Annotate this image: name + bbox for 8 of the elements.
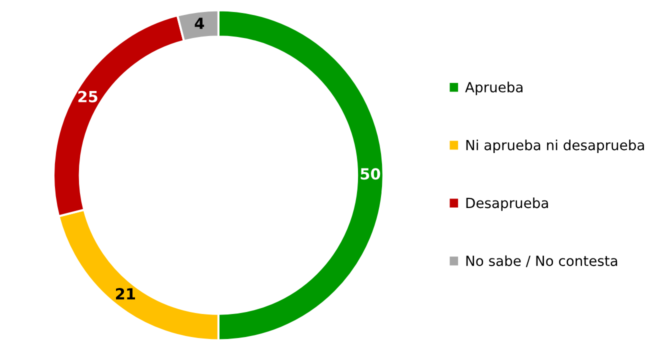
data-label: 25: [78, 90, 98, 102]
legend-label: Desaprueba: [466, 197, 548, 211]
data-label: 4: [194, 18, 204, 29]
legend-label: No sabe / No contesta: [466, 255, 618, 268]
data-label: 50: [360, 168, 380, 180]
data-label: 21: [116, 288, 136, 300]
legend-label: Aprueba: [465, 82, 522, 96]
legend-label: Ni aprueba ni desaprueba: [466, 140, 644, 154]
